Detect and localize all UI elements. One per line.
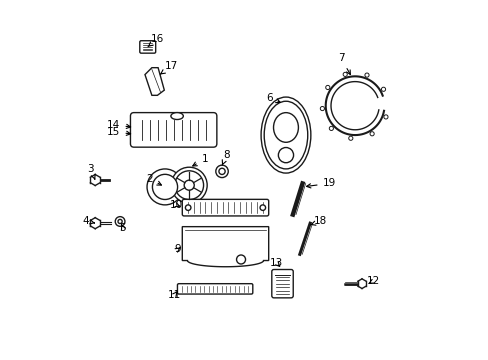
Text: 15: 15 xyxy=(107,127,130,136)
Text: 9: 9 xyxy=(175,244,181,254)
Text: 12: 12 xyxy=(366,276,379,286)
Polygon shape xyxy=(144,68,164,95)
Text: 18: 18 xyxy=(310,216,326,226)
Circle shape xyxy=(320,107,324,111)
Text: 17: 17 xyxy=(160,61,178,74)
Text: 4: 4 xyxy=(82,216,94,226)
Circle shape xyxy=(348,136,352,140)
Text: 8: 8 xyxy=(222,150,229,166)
Circle shape xyxy=(115,217,124,226)
FancyBboxPatch shape xyxy=(130,113,216,147)
Text: 14: 14 xyxy=(107,120,130,130)
FancyBboxPatch shape xyxy=(182,199,268,216)
FancyBboxPatch shape xyxy=(177,284,252,294)
Ellipse shape xyxy=(264,101,307,169)
Text: 10: 10 xyxy=(169,200,182,210)
Circle shape xyxy=(325,85,329,90)
Circle shape xyxy=(171,167,207,203)
Text: 7: 7 xyxy=(337,53,349,75)
Text: 6: 6 xyxy=(265,93,280,103)
Circle shape xyxy=(215,165,228,177)
Circle shape xyxy=(364,73,368,77)
Circle shape xyxy=(278,148,293,163)
Circle shape xyxy=(328,126,333,130)
Text: 3: 3 xyxy=(87,163,95,179)
Text: 16: 16 xyxy=(148,34,163,47)
Circle shape xyxy=(369,132,373,136)
Circle shape xyxy=(185,205,190,210)
Circle shape xyxy=(383,115,387,119)
Text: 11: 11 xyxy=(168,290,181,300)
Circle shape xyxy=(260,205,265,210)
Text: 1: 1 xyxy=(192,154,207,166)
Polygon shape xyxy=(182,227,268,267)
Text: 5: 5 xyxy=(119,223,126,233)
FancyBboxPatch shape xyxy=(271,270,293,298)
Circle shape xyxy=(381,87,385,91)
Ellipse shape xyxy=(261,97,310,173)
Text: 19: 19 xyxy=(306,179,335,188)
Circle shape xyxy=(152,174,177,199)
FancyBboxPatch shape xyxy=(140,41,155,53)
Text: 13: 13 xyxy=(269,258,283,268)
Circle shape xyxy=(184,180,194,190)
Text: 2: 2 xyxy=(146,174,161,185)
Circle shape xyxy=(236,255,245,264)
Ellipse shape xyxy=(273,113,298,142)
Circle shape xyxy=(343,72,346,76)
Circle shape xyxy=(175,171,203,199)
Circle shape xyxy=(147,169,183,205)
Circle shape xyxy=(118,219,122,224)
Ellipse shape xyxy=(170,113,183,120)
Circle shape xyxy=(219,168,224,175)
